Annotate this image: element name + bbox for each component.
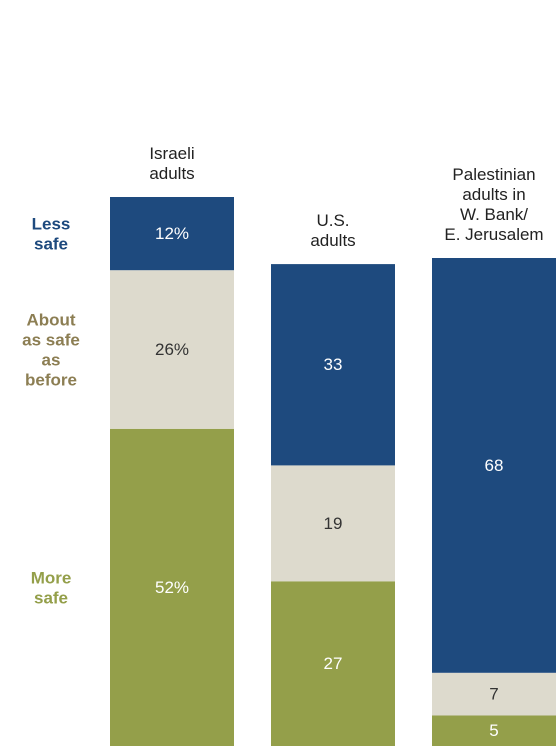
column-label-line-2-0: Palestinian xyxy=(452,165,535,184)
category-label-line-2-0: More xyxy=(31,568,72,587)
data-label-0-0: 52% xyxy=(155,578,189,597)
bar-segment-1-2 xyxy=(271,264,395,466)
column-label-2: Palestinian adults in W. Bank/E. Jerusalem xyxy=(444,165,543,244)
category-label-0: Less safe xyxy=(32,215,71,254)
bar-segment-2-2 xyxy=(432,258,556,673)
category-label-line-0-1: safe xyxy=(34,235,68,254)
column-label-line-2-1: adults in xyxy=(462,185,525,204)
data-label-2-0: 5 xyxy=(489,721,498,740)
column-label-line-2-2: W. Bank/ xyxy=(460,205,528,224)
category-label-line-1-2: as xyxy=(42,351,61,370)
column-label-line-1-0: U.S. xyxy=(316,211,349,230)
data-label-0-1: 26% xyxy=(155,340,189,359)
category-label-line-2-1: safe xyxy=(34,588,68,607)
bar-group-0: 52% 26% 12% xyxy=(110,197,234,746)
data-label-1-1: 19 xyxy=(324,514,343,533)
bar-segment-2-0 xyxy=(432,715,556,746)
data-label-1-0: 27 xyxy=(324,654,343,673)
column-label-1: U.S. adults xyxy=(310,211,355,250)
bar-segment-0-1 xyxy=(110,270,234,429)
column-label-line-0-0: Israeli xyxy=(149,144,194,163)
data-label-2-2: 68 xyxy=(485,456,504,475)
bar-segment-1-0 xyxy=(271,581,395,746)
category-label-line-1-1: as safe xyxy=(22,331,80,350)
column-label-line-2-3: E. Jerusalem xyxy=(444,225,543,244)
data-label-0-2: 12% xyxy=(155,224,189,243)
column-label-line-1-1: adults xyxy=(310,231,355,250)
data-label-1-2: 33 xyxy=(324,355,343,374)
bar-group-2: 5 7 68 xyxy=(432,258,556,746)
bar-group-1: 27 19 33 xyxy=(271,264,395,746)
bar-segment-0-0 xyxy=(110,428,234,746)
category-label-line-1-0: About xyxy=(26,311,75,330)
category-label-2: More safe xyxy=(31,568,72,607)
category-label-1: About as safe as before xyxy=(22,311,80,390)
bar-segment-1-1 xyxy=(271,465,395,582)
data-label-2-1: 7 xyxy=(489,685,498,704)
category-label-line-0-0: Less xyxy=(32,215,71,234)
category-label-line-1-3: before xyxy=(25,371,77,390)
bar-segment-0-2 xyxy=(110,197,234,271)
bar-segment-2-1 xyxy=(432,672,556,716)
column-label-0: Israeli adults xyxy=(149,144,194,183)
column-label-line-0-1: adults xyxy=(149,164,194,183)
